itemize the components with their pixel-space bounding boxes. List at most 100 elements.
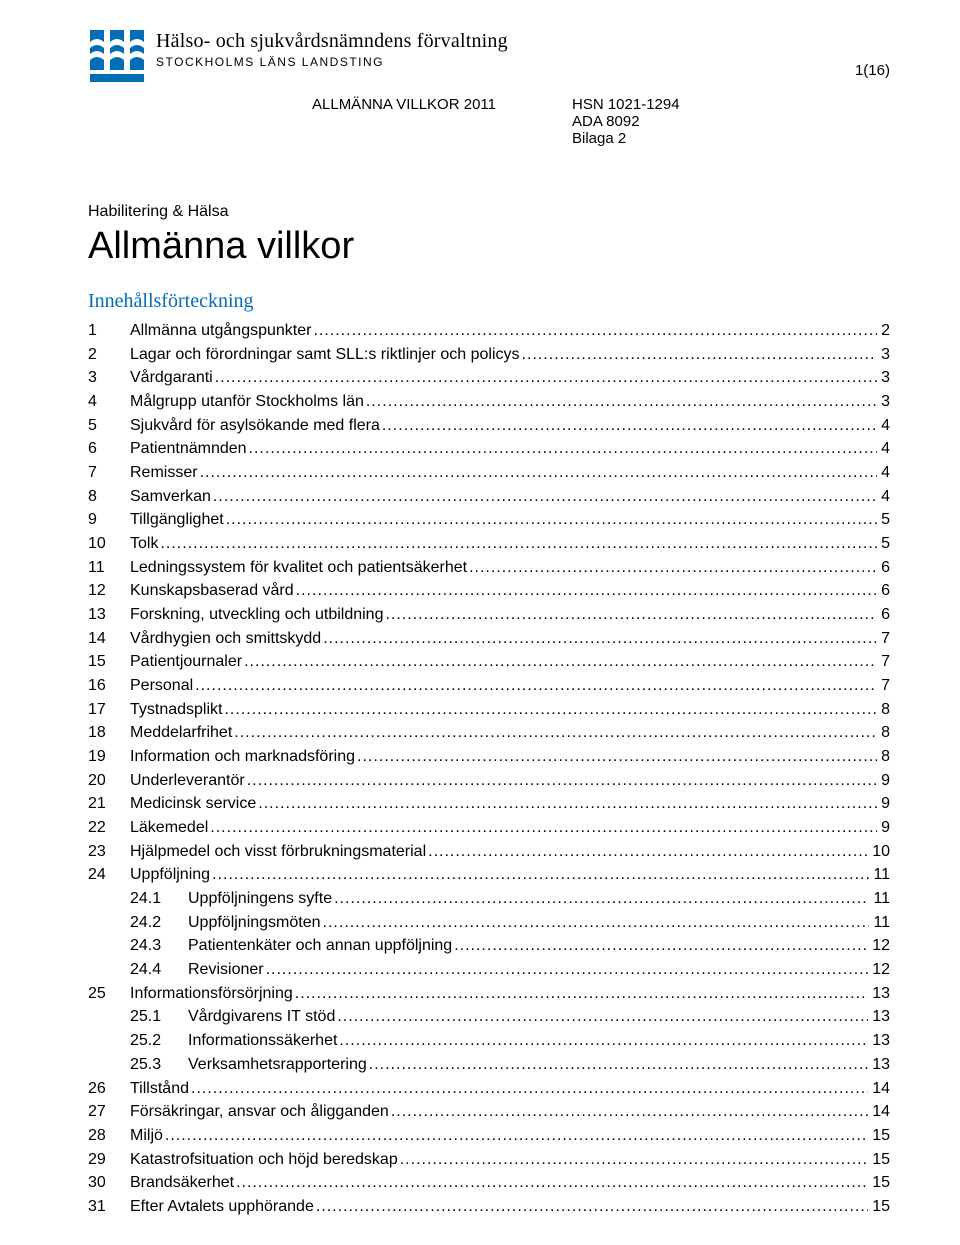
toc-leader-dots <box>215 366 877 390</box>
toc-row[interactable]: 12Kunskapsbaserad vård6 <box>88 579 890 603</box>
toc-title: Meddelarfrihet <box>130 721 232 745</box>
toc-title: Personal <box>130 674 193 698</box>
toc-number: 24.3 <box>130 934 188 958</box>
toc-number: 19 <box>88 745 130 769</box>
subject: Habilitering & Hälsa <box>88 203 890 221</box>
toc-row[interactable]: 19Information och marknadsföring8 <box>88 745 890 769</box>
toc-row[interactable]: 4Målgrupp utanför Stockholms län3 <box>88 390 890 414</box>
toc-heading: Innehållsförteckning <box>88 290 890 313</box>
toc-row[interactable]: 25.2Informationssäkerhet13 <box>88 1029 890 1053</box>
toc-row[interactable]: 31Efter Avtalets upphörande15 <box>88 1195 890 1219</box>
toc-leader-dots <box>160 532 877 556</box>
toc-page: 11 <box>871 911 890 935</box>
toc-row[interactable]: 17Tystnadsplikt8 <box>88 698 890 722</box>
toc-title: Underleverantör <box>130 769 245 793</box>
toc-title: Miljö <box>130 1124 163 1148</box>
toc-page: 13 <box>870 1029 890 1053</box>
toc-number: 24.2 <box>130 911 188 935</box>
toc-row[interactable]: 22Läkemedel9 <box>88 816 890 840</box>
toc-page: 4 <box>879 414 890 438</box>
toc-row[interactable]: 13Forskning, utveckling och utbildning6 <box>88 603 890 627</box>
toc-row[interactable]: 28Miljö15 <box>88 1124 890 1148</box>
toc-page: 3 <box>879 343 890 367</box>
toc-row[interactable]: 9Tillgänglighet5 <box>88 508 890 532</box>
toc-leader-dots <box>258 792 877 816</box>
toc-row[interactable]: 24Uppföljning11 <box>88 863 890 887</box>
toc-number: 20 <box>88 769 130 793</box>
toc-list: 1Allmänna utgångspunkter22Lagar och föro… <box>88 319 890 1219</box>
toc-row[interactable]: 20Underleverantör9 <box>88 769 890 793</box>
toc-leader-dots <box>339 1029 868 1053</box>
toc-row[interactable]: 8Samverkan4 <box>88 485 890 509</box>
toc-number: 1 <box>88 319 130 343</box>
toc-row[interactable]: 26Tillstånd 14 <box>88 1077 890 1101</box>
toc-row[interactable]: 11Ledningssystem för kvalitet och patien… <box>88 556 890 580</box>
toc-row[interactable]: 21Medicinsk service9 <box>88 792 890 816</box>
page: 1(16) <box>0 0 960 1245</box>
toc-row[interactable]: 25.3Verksamhetsrapportering13 <box>88 1053 890 1077</box>
toc-row[interactable]: 3Vårdgaranti3 <box>88 366 890 390</box>
toc-page: 4 <box>879 437 890 461</box>
toc-title: Uppföljningsmöten <box>188 911 321 935</box>
toc-number: 26 <box>88 1077 130 1101</box>
toc-row[interactable]: 2Lagar och förordningar samt SLL:s riktl… <box>88 343 890 367</box>
toc-row[interactable]: 30Brandsäkerhet15 <box>88 1171 890 1195</box>
page-number: 1(16) <box>855 62 890 79</box>
toc-row[interactable]: 15Patientjournaler7 <box>88 650 890 674</box>
toc-row[interactable]: 25.1Vårdgivarens IT stöd13 <box>88 1005 890 1029</box>
toc-page: 15 <box>870 1171 890 1195</box>
toc-page: 8 <box>879 721 890 745</box>
toc-title: Patientnämnden <box>130 437 247 461</box>
toc-row[interactable]: 24.3Patientenkäter och annan uppföljning… <box>88 934 890 958</box>
toc-row[interactable]: 16Personal7 <box>88 674 890 698</box>
toc-row[interactable]: 10Tolk5 <box>88 532 890 556</box>
toc-page: 11 <box>871 887 890 911</box>
toc-row[interactable]: 24.1Uppföljningens syfte11 <box>88 887 890 911</box>
toc-number: 17 <box>88 698 130 722</box>
doc-ref-2: ADA 8092 <box>572 113 680 130</box>
toc-number: 6 <box>88 437 130 461</box>
toc-row[interactable]: 1Allmänna utgångspunkter2 <box>88 319 890 343</box>
toc-leader-dots <box>200 461 878 485</box>
toc-leader-dots <box>357 745 877 769</box>
toc-row[interactable]: 25Informationsförsörjning13 <box>88 982 890 1006</box>
toc-row[interactable]: 18Meddelarfrihet8 <box>88 721 890 745</box>
toc-title: Försäkringar, ansvar och åligganden <box>130 1100 389 1124</box>
toc-page: 15 <box>870 1124 890 1148</box>
toc-leader-dots <box>247 769 877 793</box>
toc-row[interactable]: 23Hjälpmedel och visst förbrukningsmater… <box>88 840 890 864</box>
toc-page: 7 <box>879 674 890 698</box>
toc-row[interactable]: 24.4Revisioner12 <box>88 958 890 982</box>
toc-title: Allmänna utgångspunkter <box>130 319 311 343</box>
toc-title: Verksamhetsrapportering <box>188 1053 367 1077</box>
toc-leader-dots <box>244 650 877 674</box>
toc-title: Målgrupp utanför Stockholms län <box>130 390 364 414</box>
toc-leader-dots <box>191 1077 868 1101</box>
toc-leader-dots <box>469 556 877 580</box>
toc-leader-dots <box>313 319 877 343</box>
toc-leader-dots <box>195 674 877 698</box>
toc-leader-dots <box>249 437 878 461</box>
toc-row[interactable]: 5Sjukvård för asylsökande med flera4 <box>88 414 890 438</box>
toc-page: 10 <box>870 840 890 864</box>
toc-page: 4 <box>879 461 890 485</box>
toc-row[interactable]: 14Vårdhygien och smittskydd7 <box>88 627 890 651</box>
toc-number: 25 <box>88 982 130 1006</box>
toc-leader-dots <box>337 1005 868 1029</box>
toc-leader-dots <box>428 840 868 864</box>
toc-page: 14 <box>870 1077 890 1101</box>
toc-title: Tillgänglighet <box>130 508 224 532</box>
toc-row[interactable]: 27Försäkringar, ansvar och åligganden14 <box>88 1100 890 1124</box>
toc-row[interactable]: 7Remisser4 <box>88 461 890 485</box>
toc-number: 11 <box>88 556 130 580</box>
main-title: Allmänna villkor <box>88 225 890 268</box>
toc-number: 5 <box>88 414 130 438</box>
toc-title: Vårdgaranti <box>130 366 213 390</box>
toc-leader-dots <box>522 343 878 367</box>
logo-block: Hälso- och sjukvårdsnämndens förvaltning… <box>88 30 508 82</box>
toc-title: Tillstånd <box>130 1077 189 1101</box>
toc-row[interactable]: 6Patientnämnden 4 <box>88 437 890 461</box>
toc-leader-dots <box>234 721 877 745</box>
toc-row[interactable]: 29Katastrofsituation och höjd beredskap1… <box>88 1148 890 1172</box>
toc-row[interactable]: 24.2Uppföljningsmöten 11 <box>88 911 890 935</box>
